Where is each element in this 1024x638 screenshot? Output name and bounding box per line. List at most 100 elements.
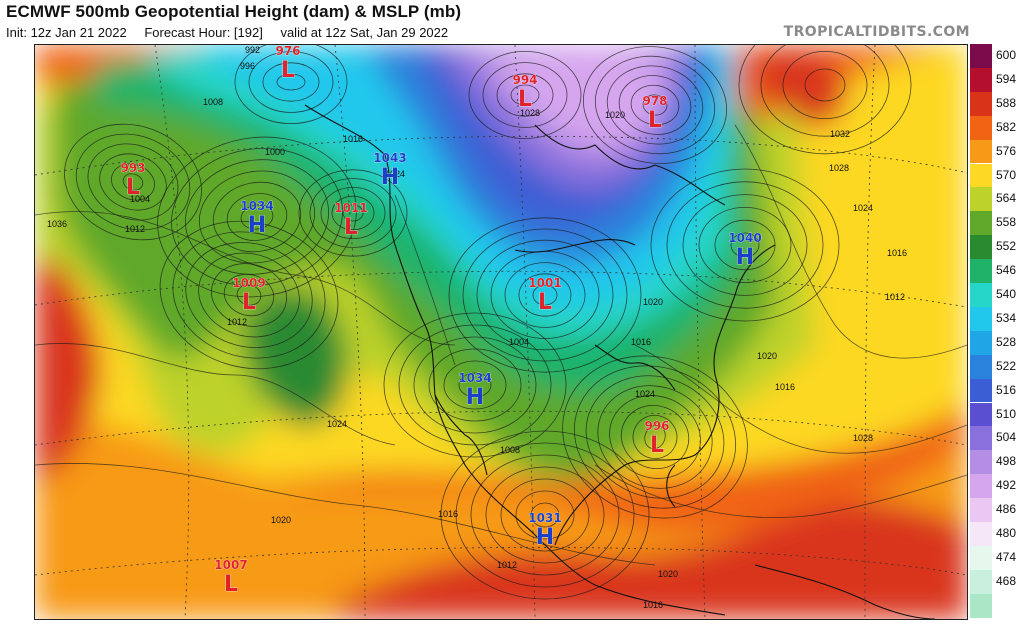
system-letter: L: [650, 433, 664, 458]
legend-row: 498: [970, 450, 1022, 475]
isobar-label: 1012: [497, 560, 517, 570]
legend-label: 534: [996, 310, 1017, 325]
brand-watermark: TROPICALTIDBITS.COM: [783, 24, 970, 40]
isobar-line: [562, 355, 748, 519]
map-title: ECMWF 500mb Geopotential Height (dam) & …: [6, 2, 462, 21]
legend-swatch: [970, 569, 992, 594]
system-letter: L: [242, 290, 256, 315]
legend-row: 540: [970, 283, 1022, 307]
system-letter: L: [518, 87, 532, 112]
legend-row: [970, 593, 1022, 618]
legend-row: 558: [970, 211, 1022, 236]
system-letter: L: [224, 572, 238, 597]
legend-row: 588: [970, 91, 1022, 116]
legend-swatch: [970, 306, 992, 331]
system-letter: L: [281, 58, 295, 83]
isobar-line: [468, 51, 582, 139]
isobar-line: [485, 466, 605, 564]
isobar-label: 1020: [605, 110, 625, 120]
isobar-line: [428, 348, 522, 422]
system-letter: H: [736, 245, 754, 270]
legend-row: 510: [970, 402, 1022, 427]
isobar-line: [585, 375, 725, 499]
legend-swatch: [970, 139, 992, 164]
legend-swatch: [970, 593, 992, 618]
legend-row: 576: [970, 139, 1022, 164]
isobar-line: [331, 195, 375, 231]
height-band-588: [35, 245, 101, 485]
legend-swatch: [970, 474, 992, 499]
system-pressure: 1040: [728, 231, 761, 245]
isobar-line: [530, 502, 560, 528]
isobar-line: [448, 217, 642, 373]
isobar-label: 1028: [520, 108, 540, 118]
isobar-line: [470, 454, 620, 576]
system-letter: H: [381, 165, 399, 190]
isobar-label: 1020: [271, 515, 291, 525]
legend-label: 510: [996, 406, 1017, 421]
height-field: [35, 45, 967, 619]
coastline: [534, 124, 656, 170]
legend-swatch: [970, 91, 992, 116]
isobar-line: [172, 231, 326, 359]
isobar-line: [240, 204, 274, 230]
legend-row: 504: [970, 426, 1022, 451]
system-letter: H: [536, 525, 554, 550]
legend-label: 570: [996, 167, 1017, 182]
isobar-line: [262, 62, 320, 102]
longitude-line: [864, 45, 876, 619]
isobar-line: [476, 239, 614, 351]
legend-label: 480: [996, 526, 1017, 540]
coastlines: [304, 104, 936, 619]
isobar-label: 1024: [635, 389, 655, 399]
legend-swatch: [970, 44, 992, 68]
isobar-line: [634, 344, 967, 454]
isobar-line: [782, 51, 868, 119]
legend-swatch: [970, 187, 992, 212]
coastline: [434, 394, 488, 476]
legend-row: 564: [970, 187, 1022, 212]
legend-label: 528: [996, 334, 1017, 349]
isobar-line: [515, 490, 575, 540]
color-legend: 600 594 588 582 576 570 564 558 552 546 540 534 528 5…: [970, 44, 1020, 618]
isobar-line: [35, 211, 456, 346]
isobar-line: [606, 65, 704, 145]
isobar-line: [738, 45, 912, 155]
isobar-label: 1028: [829, 163, 849, 173]
isobar-line: [582, 46, 728, 164]
legend-label: 492: [996, 478, 1017, 493]
legend-row: 492: [970, 474, 1022, 499]
isobar-label: 1012: [227, 317, 247, 327]
latitude-line: [35, 547, 967, 576]
isobar-line: [198, 252, 300, 338]
legend-label: 594: [996, 71, 1017, 86]
legend-swatch: [970, 426, 992, 451]
coastline: [514, 239, 636, 253]
legend-swatch: [970, 67, 992, 92]
isobar-label: 1020: [757, 351, 777, 361]
isobar-line: [383, 312, 567, 458]
valid-time: valid at 12z Sat, Jan 29 2022: [280, 25, 449, 40]
header: ECMWF 500mb Geopotential Height (dam) & …: [6, 2, 462, 40]
legend-label: 516: [996, 382, 1017, 397]
longitude-line: [514, 45, 536, 619]
legend-label: 468: [996, 573, 1017, 588]
system-letter: H: [466, 385, 484, 410]
isobar-label: 1016: [343, 134, 363, 144]
system-letter: L: [344, 215, 358, 240]
isobar-line: [455, 442, 635, 588]
isobar-line: [644, 424, 666, 450]
isobar-line: [532, 284, 558, 306]
isobar-line: [64, 123, 202, 241]
legend-label: 564: [996, 191, 1017, 206]
isobar-line: [87, 143, 179, 221]
system-pressure: 1011: [334, 201, 367, 215]
